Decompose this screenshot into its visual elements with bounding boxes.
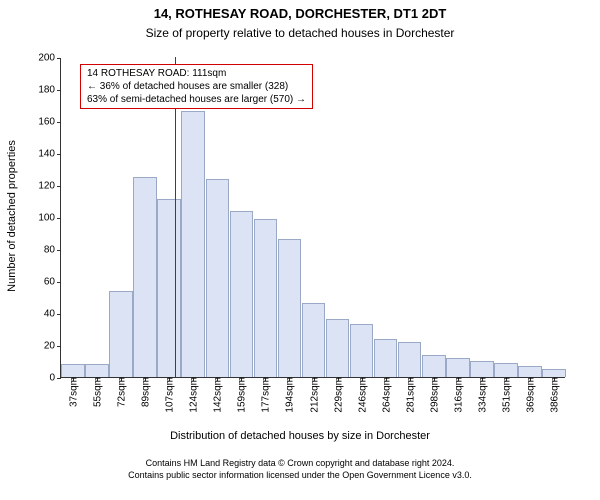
x-tick-label: 351sqm bbox=[499, 377, 512, 413]
attribution-line1: Contains HM Land Registry data © Crown c… bbox=[0, 458, 600, 470]
x-tick-label: 55sqm bbox=[91, 377, 104, 407]
x-tick-label: 229sqm bbox=[331, 377, 344, 413]
x-tick-label: 159sqm bbox=[235, 377, 248, 413]
histogram-bar bbox=[85, 364, 109, 377]
x-tick-label: 89sqm bbox=[139, 377, 152, 407]
x-tick-label: 194sqm bbox=[283, 377, 296, 413]
x-tick-label: 264sqm bbox=[379, 377, 392, 413]
histogram-bar bbox=[133, 177, 157, 377]
histogram-bar bbox=[398, 342, 422, 377]
histogram-bar bbox=[446, 358, 470, 377]
histogram-bar bbox=[302, 303, 326, 377]
x-tick-label: 246sqm bbox=[355, 377, 368, 413]
histogram-bar bbox=[206, 179, 230, 377]
histogram-bar bbox=[278, 239, 302, 377]
y-tick-mark bbox=[57, 314, 61, 315]
y-tick-mark bbox=[57, 90, 61, 91]
histogram-bar bbox=[494, 363, 518, 377]
x-tick-label: 37sqm bbox=[67, 377, 80, 407]
histogram-bar bbox=[374, 339, 398, 377]
histogram-bar bbox=[422, 355, 446, 377]
x-tick-label: 177sqm bbox=[259, 377, 272, 413]
callout-line2: ← 36% of detached houses are smaller (32… bbox=[87, 80, 306, 93]
histogram-bar bbox=[157, 199, 181, 377]
x-tick-label: 298sqm bbox=[427, 377, 440, 413]
histogram-bar bbox=[109, 291, 133, 377]
chart-container: 14, ROTHESAY ROAD, DORCHESTER, DT1 2DT S… bbox=[0, 0, 600, 500]
x-tick-label: 72sqm bbox=[115, 377, 128, 407]
attribution: Contains HM Land Registry data © Crown c… bbox=[0, 458, 600, 481]
y-tick-mark bbox=[57, 346, 61, 347]
y-axis-label: Number of detached properties bbox=[6, 56, 18, 376]
x-tick-label: 212sqm bbox=[307, 377, 320, 413]
x-tick-label: 124sqm bbox=[187, 377, 200, 413]
y-tick-mark bbox=[57, 154, 61, 155]
histogram-bar bbox=[230, 211, 254, 377]
x-tick-label: 386sqm bbox=[547, 377, 560, 413]
y-tick-mark bbox=[57, 186, 61, 187]
histogram-bar bbox=[61, 364, 85, 377]
callout-box: 14 ROTHESAY ROAD: 111sqm ← 36% of detach… bbox=[80, 64, 313, 109]
x-tick-label: 107sqm bbox=[163, 377, 176, 413]
x-tick-label: 369sqm bbox=[523, 377, 536, 413]
y-tick-mark bbox=[57, 282, 61, 283]
x-tick-label: 142sqm bbox=[211, 377, 224, 413]
histogram-bar bbox=[181, 111, 205, 377]
histogram-bar bbox=[254, 219, 278, 377]
y-tick-mark bbox=[57, 250, 61, 251]
callout-line1: 14 ROTHESAY ROAD: 111sqm bbox=[87, 67, 306, 80]
y-tick-mark bbox=[57, 218, 61, 219]
y-tick-mark bbox=[57, 378, 61, 379]
histogram-bar bbox=[518, 366, 542, 377]
callout-line3: 63% of semi-detached houses are larger (… bbox=[87, 93, 306, 106]
x-tick-label: 334sqm bbox=[475, 377, 488, 413]
histogram-bar bbox=[326, 319, 350, 377]
histogram-bar bbox=[350, 324, 374, 377]
chart-subtitle: Size of property relative to detached ho… bbox=[0, 26, 600, 40]
y-tick-mark bbox=[57, 122, 61, 123]
histogram-bar bbox=[542, 369, 566, 377]
attribution-line2: Contains public sector information licen… bbox=[0, 470, 600, 482]
histogram-bar bbox=[470, 361, 494, 377]
y-tick-mark bbox=[57, 58, 61, 59]
x-tick-label: 281sqm bbox=[403, 377, 416, 413]
x-tick-label: 316sqm bbox=[451, 377, 464, 413]
chart-title: 14, ROTHESAY ROAD, DORCHESTER, DT1 2DT bbox=[0, 6, 600, 21]
x-axis-label: Distribution of detached houses by size … bbox=[0, 430, 600, 442]
